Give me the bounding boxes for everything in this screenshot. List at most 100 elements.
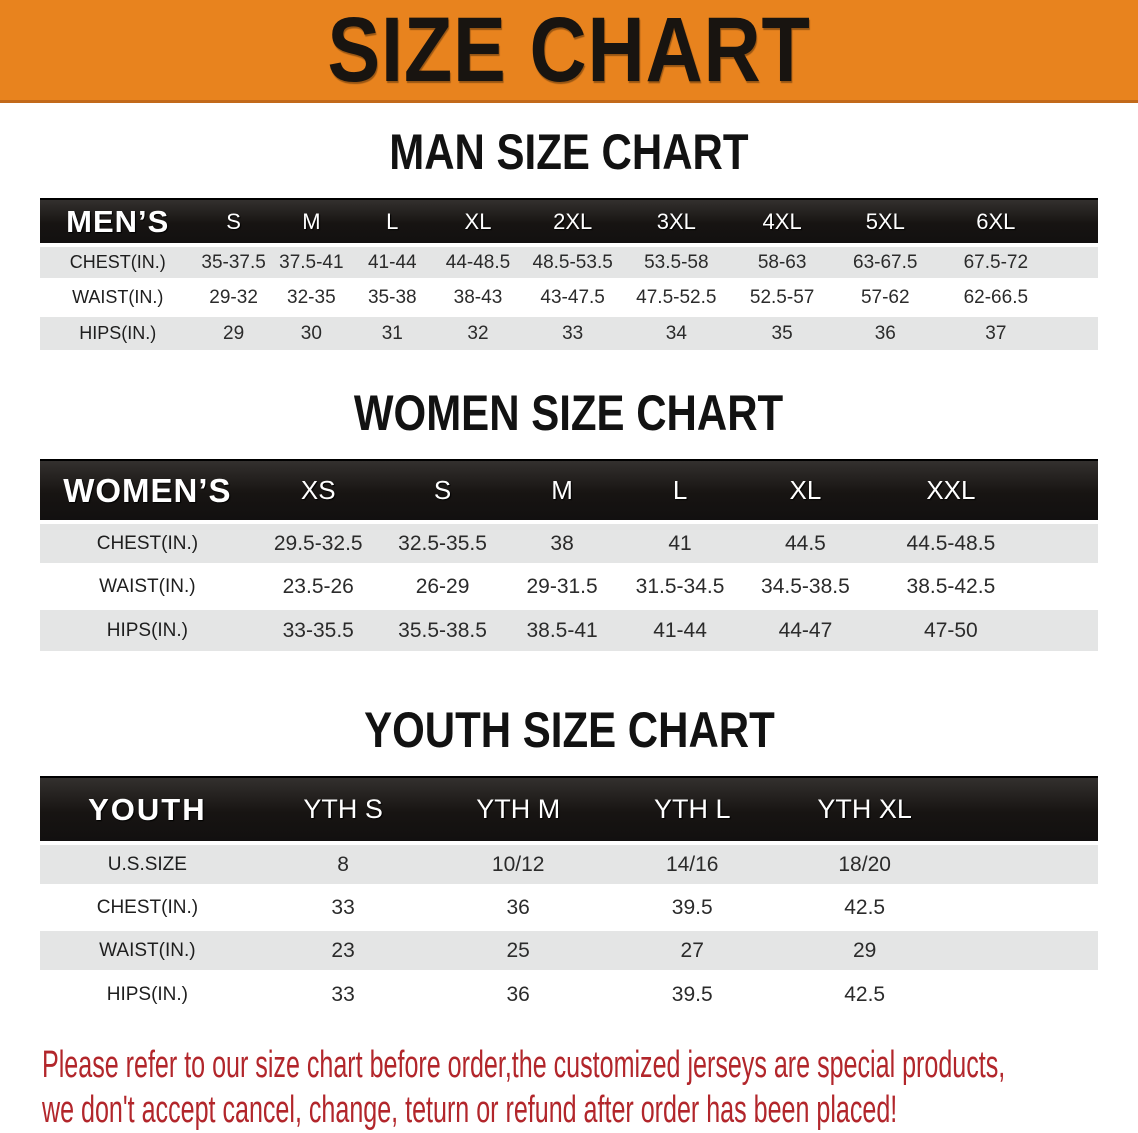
row-label: HIPS(IN.) [40, 970, 255, 1015]
size-value-cell: 37.5-41 [271, 243, 352, 280]
size-value-cell: 29 [779, 927, 950, 972]
size-value-cell: 39.5 [604, 970, 780, 1015]
spacer-cell [1030, 606, 1098, 651]
banner-title: SIZE CHART [327, 0, 811, 101]
row-label: CHEST(IN.) [40, 243, 196, 280]
spacer-cell [949, 927, 1098, 972]
spacer-cell [1055, 198, 1098, 245]
size-value-cell: 18/20 [779, 841, 950, 886]
size-value-cell: 34 [622, 313, 730, 350]
size-value-cell: 62-66.5 [936, 278, 1056, 315]
column-header: 2XL [522, 198, 623, 245]
table-row: WAIST(IN.) 23.5-26 26-29 29-31.5 31.5-34.5 34… [40, 563, 1098, 608]
spacer-cell [949, 970, 1098, 1015]
row-label: HIPS(IN.) [40, 313, 196, 350]
size-value-cell: 29-31.5 [503, 563, 621, 608]
row-label: U.S.SIZE [40, 841, 255, 886]
column-header: 5XL [834, 198, 937, 245]
table-row: CHEST(IN.) 35-37.5 37.5-41 41-44 44-48.5 48.5… [40, 243, 1098, 280]
size-value-cell: 44.5-48.5 [871, 520, 1031, 565]
size-value-cell: 8 [254, 841, 432, 886]
table-row: WAIST(IN.) 23 25 27 29 [40, 927, 1098, 972]
size-value-cell: 32 [433, 313, 523, 350]
table-header-row: WOMEN’S XS S M L XL XXL [40, 459, 1098, 522]
column-header: XS [254, 459, 382, 522]
women-size-table: WOMEN’S XS S M L XL XXL CHEST(IN.) 29.5-32.5 32.5… [40, 459, 1098, 651]
row-label: WAIST(IN.) [40, 278, 196, 315]
size-value-cell: 33-35.5 [254, 606, 382, 651]
row-label: WAIST(IN.) [40, 927, 255, 972]
table-row: U.S.SIZE 8 10/12 14/16 18/20 [40, 841, 1098, 886]
column-header: S [195, 198, 272, 245]
size-value-cell: 43-47.5 [522, 278, 623, 315]
size-value-cell: 38-43 [433, 278, 523, 315]
column-header: YTH M [431, 776, 605, 843]
table-row: HIPS(IN.) 33-35.5 35.5-38.5 38.5-41 41-44 44-… [40, 606, 1098, 651]
size-value-cell: 33 [254, 884, 432, 929]
size-value-cell: 42.5 [779, 970, 950, 1015]
spacer-cell [1055, 278, 1098, 315]
men-size-table: MEN’S S M L XL 2XL 3XL 4XL 5XL 6XL CHEST(IN.) 35-37… [40, 198, 1098, 350]
size-value-cell: 34.5-38.5 [739, 563, 872, 608]
column-header: 3XL [622, 198, 730, 245]
column-header: YTH S [254, 776, 432, 843]
size-value-cell: 37 [936, 313, 1056, 350]
table-row: WAIST(IN.) 29-32 32-35 35-38 38-43 43-47.5 47.… [40, 278, 1098, 315]
size-chart-banner: SIZE CHART [0, 0, 1138, 103]
spacer-cell [1055, 313, 1098, 350]
size-value-cell: 44.5 [739, 520, 872, 565]
size-value-cell: 33 [254, 970, 432, 1015]
size-value-cell: 35.5-38.5 [381, 606, 504, 651]
column-header: L [620, 459, 740, 522]
size-value-cell: 32-35 [271, 278, 352, 315]
size-value-cell: 23.5-26 [254, 563, 382, 608]
table-header-row: YOUTH YTH S YTH M YTH L YTH XL [40, 776, 1098, 843]
column-header: 4XL [729, 198, 835, 245]
table-row: CHEST(IN.) 33 36 39.5 42.5 [40, 884, 1098, 929]
table-row: CHEST(IN.) 29.5-32.5 32.5-35.5 38 41 44.5 44.5… [40, 520, 1098, 565]
size-value-cell: 36 [431, 884, 605, 929]
size-value-cell: 35 [729, 313, 835, 350]
youth-size-table: YOUTH YTH S YTH M YTH L YTH XL U.S.SIZE 8 10/12… [40, 776, 1098, 1015]
size-value-cell: 67.5-72 [936, 243, 1056, 280]
spacer-cell [1030, 520, 1098, 565]
size-value-cell: 38.5-41 [503, 606, 621, 651]
size-value-cell: 41-44 [620, 606, 740, 651]
size-value-cell: 36 [834, 313, 937, 350]
size-value-cell: 26-29 [381, 563, 504, 608]
size-value-cell: 41-44 [351, 243, 434, 280]
man-size-chart-heading: MAN SIZE CHART [389, 124, 749, 180]
column-header: 6XL [936, 198, 1056, 245]
size-value-cell: 29 [195, 313, 272, 350]
spacer-cell [1030, 563, 1098, 608]
spacer-cell [1030, 459, 1098, 522]
size-value-cell: 14/16 [604, 841, 780, 886]
size-value-cell: 58-63 [729, 243, 835, 280]
size-value-cell: 38.5-42.5 [871, 563, 1031, 608]
size-value-cell: 42.5 [779, 884, 950, 929]
column-header: XL [433, 198, 523, 245]
youth-size-chart-heading: YOUTH SIZE CHART [363, 702, 775, 758]
women-size-chart-heading: WOMEN SIZE CHART [354, 385, 784, 441]
size-value-cell: 47-50 [871, 606, 1031, 651]
spacer-cell [949, 841, 1098, 886]
men-size-table-wrap: MEN’S S M L XL 2XL 3XL 4XL 5XL 6XL CHEST(IN.) 35-37… [0, 198, 1138, 350]
size-value-cell: 53.5-58 [622, 243, 730, 280]
size-value-cell: 63-67.5 [834, 243, 937, 280]
column-header: YTH XL [779, 776, 950, 843]
size-value-cell: 47.5-52.5 [622, 278, 730, 315]
table-row: HIPS(IN.) 29 30 31 32 33 34 35 36 37 [40, 313, 1098, 350]
column-header: M [503, 459, 621, 522]
column-header: XXL [871, 459, 1031, 522]
size-value-cell: 44-47 [739, 606, 872, 651]
size-value-cell: 27 [604, 927, 780, 972]
disclaimer-text: Please refer to our size chart before or… [0, 1043, 1138, 1133]
size-value-cell: 44-48.5 [433, 243, 523, 280]
row-label: HIPS(IN.) [40, 606, 255, 651]
column-header: XL [739, 459, 872, 522]
size-value-cell: 41 [620, 520, 740, 565]
size-value-cell: 57-62 [834, 278, 937, 315]
spacer-cell [949, 884, 1098, 929]
size-value-cell: 25 [431, 927, 605, 972]
column-header: L [351, 198, 434, 245]
